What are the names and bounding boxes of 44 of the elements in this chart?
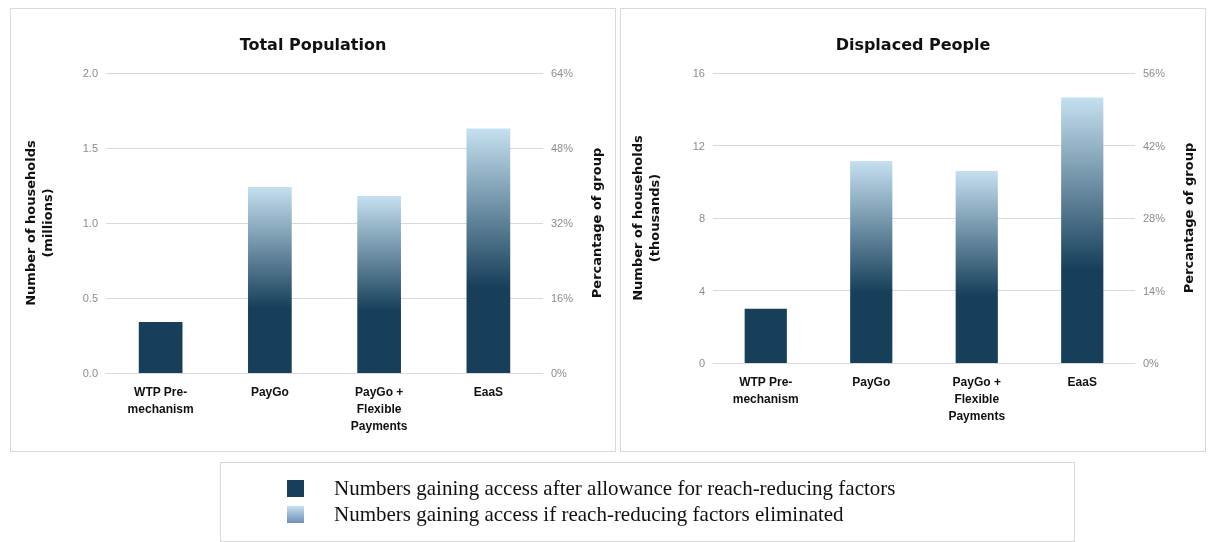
- x-tick-label: EaaS: [1067, 374, 1097, 389]
- y-tick-label: 2.0: [82, 67, 98, 79]
- bar: [955, 170, 998, 363]
- y2-tick-label: 64%: [551, 67, 574, 79]
- x-tick-label: PayGo: [852, 374, 891, 389]
- y2-tick-label: 28%: [1143, 212, 1166, 224]
- chart-title: Displaced People: [835, 34, 991, 54]
- bar: [850, 160, 893, 363]
- y-tick-label: 0.0: [82, 367, 98, 379]
- y-tick-label: 8: [698, 212, 705, 224]
- x-tick-label: WTP Pre- mechanism: [127, 384, 194, 416]
- y-tick-label: 0: [698, 357, 705, 369]
- bar: [138, 322, 183, 373]
- y-tick-label: 1.0: [82, 217, 98, 229]
- chart-title: Total Population: [239, 34, 387, 54]
- x-tick-label: PayGo: [250, 384, 289, 399]
- y2-tick-label: 16%: [551, 292, 574, 304]
- y2-tick-label: 56%: [1143, 67, 1166, 79]
- y2-tick-label: 0%: [551, 367, 568, 379]
- y2-axis-title: Percantage of group: [1181, 142, 1196, 294]
- x-tick-label: WTP Pre- mechanism: [732, 374, 799, 406]
- y-tick-label: 12: [692, 139, 705, 152]
- bar: [357, 196, 401, 373]
- legend-label: Numbers gaining access if reach-reducing factors eliminated: [334, 501, 844, 527]
- x-tick-label: EaaS: [473, 384, 504, 399]
- y-axis-title: Number of households (thousands): [630, 134, 662, 301]
- y2-tick-label: 0%: [1143, 357, 1160, 369]
- y-tick-label: 4: [698, 284, 705, 297]
- y-tick-label: 16: [692, 67, 705, 79]
- y2-tick-label: 14%: [1143, 284, 1166, 297]
- y2-tick-label: 42%: [1143, 139, 1166, 152]
- bar: [744, 308, 787, 363]
- y-tick-label: 1.5: [82, 142, 98, 154]
- bar: [466, 128, 511, 373]
- y2-tick-label: 48%: [551, 142, 574, 154]
- x-tick-label: PayGo + Flexible Payments: [948, 374, 1006, 423]
- y2-tick-label: 32%: [551, 217, 574, 229]
- y-tick-label: 0.5: [82, 292, 98, 304]
- y-axis-title: Number of households (millions): [23, 139, 55, 306]
- y2-axis-title: Percantage of group: [589, 147, 604, 299]
- x-tick-label: PayGo + Flexible Payments: [350, 384, 408, 433]
- legend-label: Numbers gaining access after allowance for reach-reducing factors: [334, 475, 896, 501]
- bar: [248, 187, 292, 373]
- bar: [1061, 97, 1104, 363]
